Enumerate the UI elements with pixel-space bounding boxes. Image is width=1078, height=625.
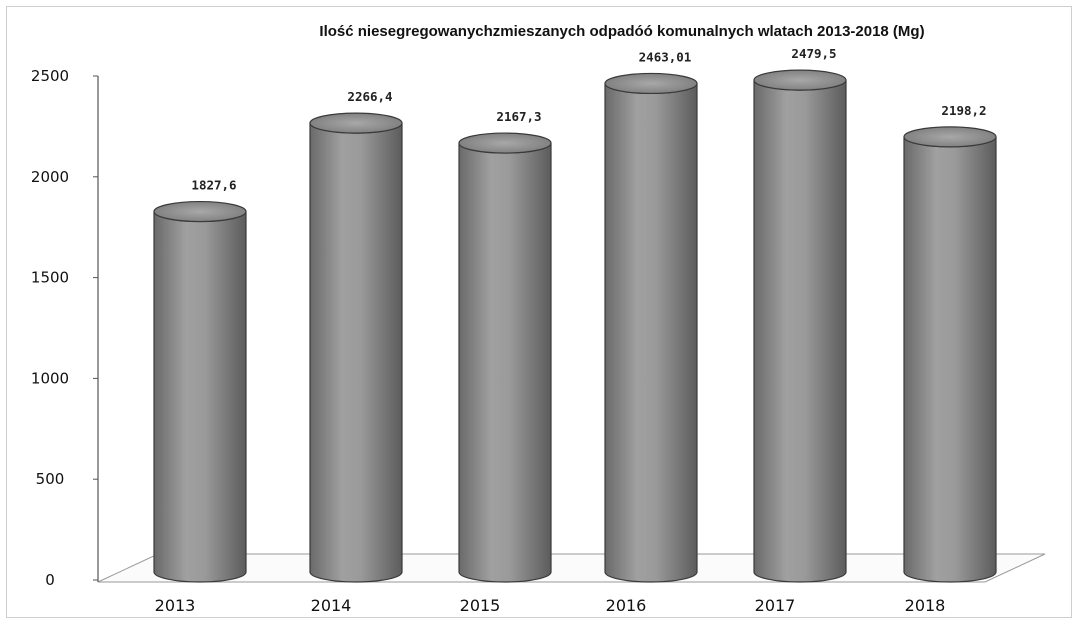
bar-body	[903, 136, 997, 583]
y-tick-label: 2500	[31, 67, 69, 85]
x-tick-label: 2013	[155, 596, 196, 615]
bar	[903, 126, 997, 583]
bar-top	[153, 200, 247, 223]
bar-top	[903, 126, 997, 148]
x-tick-label: 2017	[755, 596, 796, 615]
bar-body	[153, 211, 247, 583]
y-tick-label: 2000	[31, 168, 69, 186]
bar-value-label: 1827,6	[191, 178, 236, 193]
y-axis: 0 500 1000 1500 2000 2500	[31, 67, 99, 589]
bar	[753, 69, 847, 583]
bar-top	[753, 69, 847, 91]
x-tick-label: 2015	[460, 596, 501, 615]
bar	[604, 72, 698, 583]
bar-body	[753, 79, 847, 583]
bar-top	[309, 112, 403, 134]
bar-value-label: 2463,01	[639, 49, 692, 64]
x-axis-labels: 2013 2014 2015 2016 2017 2018	[155, 596, 946, 615]
bar	[153, 200, 247, 583]
x-tick-label: 2014	[311, 596, 352, 615]
value-labels: 1827,6 2266,4 2167,3 2463,01 2479,5 2198,2	[191, 46, 986, 192]
bar-value-label: 2198,2	[941, 103, 986, 118]
bar-value-label: 2167,3	[496, 109, 541, 124]
x-tick-label: 2018	[905, 596, 946, 615]
y-tick-label: 1500	[31, 269, 69, 287]
bar-top	[604, 72, 698, 95]
bar	[309, 112, 403, 583]
bar-body	[604, 83, 698, 583]
bars	[153, 69, 997, 583]
y-tick-label: 0	[45, 571, 55, 589]
x-tick-label: 2016	[606, 596, 647, 615]
y-tick-label: 500	[36, 470, 65, 488]
bar-value-label: 2266,4	[347, 89, 392, 104]
bar-top	[458, 132, 552, 154]
bar-body	[458, 142, 552, 583]
y-tick-label: 1000	[31, 369, 69, 387]
bar-value-label: 2479,5	[791, 46, 836, 61]
chart-title: Ilość niesegregowanychzmieszanych odpadó…	[319, 23, 924, 40]
bar-body	[309, 122, 403, 583]
bar	[458, 132, 552, 583]
